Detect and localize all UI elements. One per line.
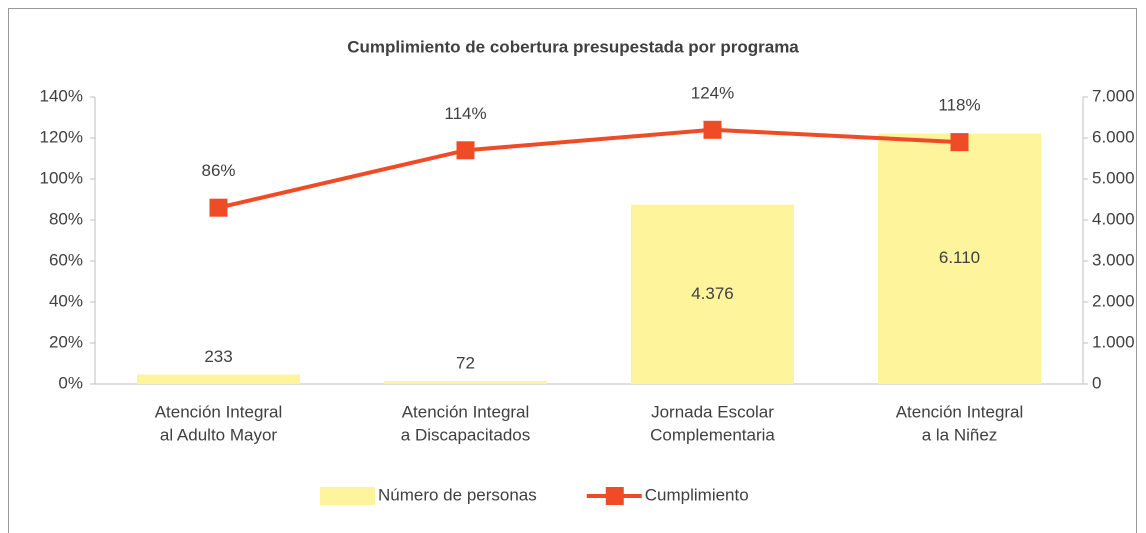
y2-tick-label: 1.000 — [1092, 332, 1135, 351]
x-tick-label: Atención Integral — [896, 402, 1024, 421]
bar-value-label: 6.110 — [939, 248, 980, 267]
y2-tick-label: 5.000 — [1092, 168, 1135, 187]
y2-tick-label: 7.000 — [1092, 86, 1135, 105]
bar-value-label: 233 — [204, 347, 232, 366]
x-tick-label: Jornada Escolar — [651, 402, 774, 421]
bar — [136, 374, 301, 384]
line — [218, 127, 960, 210]
legend-label: Cumplimiento — [645, 485, 749, 504]
x-tick-label: a Discapacitados — [401, 425, 530, 444]
bar — [877, 133, 1042, 384]
chart-border — [8, 8, 1137, 533]
legend-label: Número de personas — [378, 485, 537, 504]
x-tick-label: Atención Integral — [402, 402, 530, 421]
y2-tick-label: 3.000 — [1092, 250, 1135, 269]
y-tick-label: 0% — [58, 373, 83, 392]
y2-tick-label: 4.000 — [1092, 209, 1135, 228]
bar — [383, 381, 548, 384]
y2-tick-label: 0 — [1092, 373, 1101, 392]
line-marker — [950, 133, 969, 152]
x-tick-label: Atención Integral — [155, 402, 283, 421]
legend-swatch — [320, 487, 375, 505]
x-tick-label: a la Niñez — [922, 425, 998, 444]
line-value-label: 124% — [691, 83, 734, 102]
y-tick-label: 140% — [40, 86, 83, 105]
line-value-label: 86% — [201, 161, 235, 180]
y2-tick-label: 2.000 — [1092, 291, 1135, 310]
bar-value-label: 4.376 — [691, 284, 734, 303]
line-marker — [703, 120, 722, 139]
y-tick-label: 100% — [40, 168, 83, 187]
y-tick-label: 120% — [40, 127, 83, 146]
line-marker — [456, 141, 475, 160]
y-tick-label: 60% — [49, 250, 83, 269]
bar — [630, 204, 795, 384]
x-tick-label: al Adulto Mayor — [160, 425, 278, 444]
y-tick-label: 80% — [49, 209, 83, 228]
line-value-label: 118% — [938, 96, 980, 115]
chart-title: Cumplimiento de cobertura presupestada p… — [347, 37, 799, 56]
x-tick-label: Complementaria — [650, 425, 775, 444]
legend-marker — [605, 487, 624, 505]
line-value-label: 114% — [444, 104, 486, 123]
y-tick-label: 40% — [49, 291, 83, 310]
y2-tick-label: 6.000 — [1092, 127, 1135, 146]
line-marker — [209, 198, 228, 217]
bar-value-label: 72 — [456, 354, 475, 373]
y-tick-label: 20% — [49, 332, 83, 351]
